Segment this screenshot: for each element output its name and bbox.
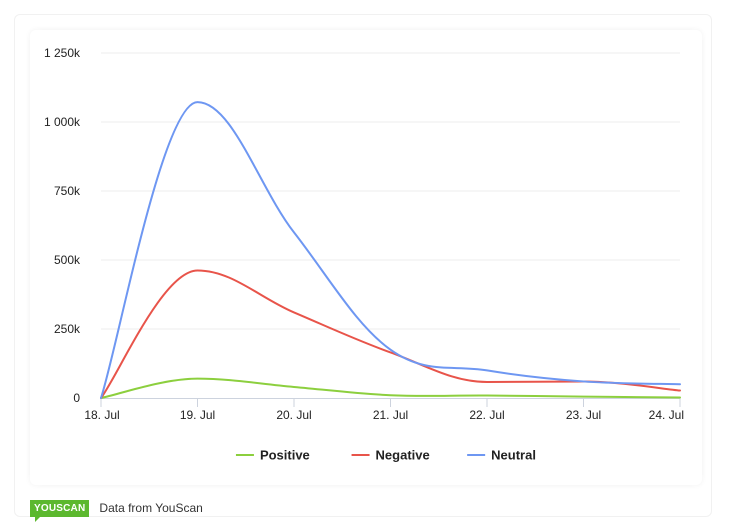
footer-source-text: Data from YouScan <box>99 501 203 515</box>
youscan-logo[interactable]: YOUSCAN <box>30 499 90 522</box>
x-axis <box>100 398 681 407</box>
negative-legend-label: Negative <box>376 448 430 463</box>
positive-legend-label: Positive <box>260 448 310 463</box>
legend: Positive Negative Neutral <box>235 448 536 463</box>
legend-item-neutral[interactable]: Neutral <box>467 448 536 463</box>
y-tick-label: 1 000k <box>44 115 81 129</box>
x-tick-label: 23. Jul <box>566 408 601 422</box>
x-axis-labels: 18. Jul 19. Jul 20. Jul 21. Jul 22. Jul 23. J… <box>84 408 684 422</box>
x-tick-label: 19. Jul <box>180 408 215 422</box>
x-tick-label: 18. Jul <box>84 408 119 422</box>
positive-series-line[interactable] <box>100 377 681 399</box>
legend-item-negative[interactable]: Negative <box>351 448 430 463</box>
footer: YOUSCAN Data from YouScan <box>30 498 203 522</box>
y-tick-label: 500k <box>54 253 81 267</box>
x-tick-label: 20. Jul <box>276 408 311 422</box>
neutral-legend-label: Neutral <box>491 448 536 463</box>
neutral-series-line[interactable] <box>100 101 681 399</box>
grid-lines <box>101 52 680 330</box>
y-tick-label: 750k <box>54 184 81 198</box>
y-tick-label: 1 250k <box>44 46 81 60</box>
y-tick-label: 0 <box>73 391 80 405</box>
x-tick-label: 24. Jul <box>649 408 684 422</box>
y-tick-label: 250k <box>54 322 81 336</box>
y-axis-labels: 0 250k 500k 750k 1 000k 1 250k <box>44 46 81 405</box>
legend-item-positive[interactable]: Positive <box>235 448 310 463</box>
x-tick-label: 22. Jul <box>469 408 504 422</box>
x-tick-label: 21. Jul <box>373 408 408 422</box>
chart-card <box>30 30 702 485</box>
series-lines <box>100 101 681 399</box>
